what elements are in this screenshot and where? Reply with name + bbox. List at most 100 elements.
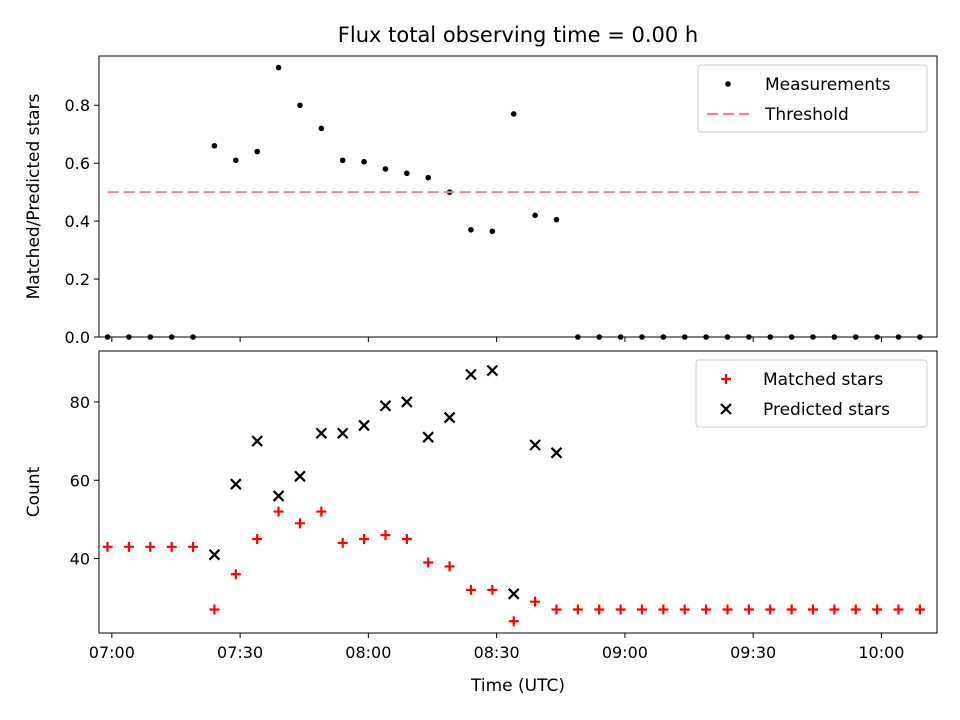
matched-star-point: [188, 541, 199, 552]
predicted-star-point: [336, 427, 349, 440]
predicted-star-point: [529, 439, 541, 451]
y-tick-label: 0.2: [65, 270, 90, 289]
measurement-point: [681, 334, 688, 340]
measurement-point: [297, 102, 303, 109]
y-tick-label: 0.0: [65, 328, 90, 347]
matched-star-point: [508, 616, 519, 627]
measurement-point: [767, 334, 774, 340]
predicted-star-point: [208, 548, 221, 561]
top-panel-ratio: 0.0 0.2 0.4 0.6 0.8 Matched/Predicted stars Me…: [24, 55, 938, 347]
matched-star-point: [123, 541, 134, 552]
measurement-point: [917, 334, 923, 340]
measurement-point: [874, 334, 880, 340]
matched-star-point: [658, 604, 669, 615]
matched-star-point: [337, 537, 348, 548]
y-tick-label: 80: [70, 393, 90, 412]
measurement-point: [639, 334, 645, 340]
measurement-point: [788, 334, 795, 340]
measurement-point: [831, 334, 838, 340]
x-tick-label: 07:00: [89, 643, 135, 662]
measurement-point: [425, 174, 432, 181]
legend-measurement-swatch: [725, 81, 731, 87]
predicted-star-point: [272, 490, 285, 502]
matched-star-point: [679, 604, 690, 615]
chart-title: Flux total observing time = 0.00 h: [338, 23, 698, 47]
y-axis-label: Matched/Predicted stars: [24, 93, 44, 299]
x-tick-label: 08:00: [345, 643, 391, 662]
y-tick-label: 0.6: [65, 154, 90, 173]
y-tick-label: 60: [70, 471, 90, 490]
matched-star-point: [615, 604, 626, 615]
measurement-point: [254, 148, 260, 155]
measurement-point: [190, 334, 196, 340]
matched-star-point: [230, 569, 241, 580]
legend-box: [697, 64, 928, 133]
measurement-point: [318, 125, 325, 132]
matched-star-point: [209, 604, 220, 615]
predicted-star-point: [422, 431, 434, 443]
x-axis-label: Time (UTC): [470, 676, 565, 696]
y-axis-label: Count: [24, 466, 44, 517]
matched-star-point: [572, 604, 583, 615]
matched-star-point: [359, 534, 370, 544]
y-tick-label: 0.4: [65, 212, 90, 231]
legend-label: Threshold: [764, 105, 849, 125]
predicted-star-point: [230, 478, 242, 490]
axes-frame: [98, 350, 938, 634]
predicted-star-point: [379, 400, 392, 412]
matched-star-point: [914, 604, 925, 615]
measurement-point: [126, 334, 132, 340]
legend-predicted-swatch: [720, 403, 732, 415]
matched-star-point: [273, 506, 284, 517]
legend: Matched stars Predicted stars: [695, 359, 928, 428]
predicted-star-point: [294, 470, 306, 483]
y-tick-label: 0.8: [65, 96, 90, 115]
matched-star-point: [850, 604, 861, 615]
measurement-point: [233, 157, 239, 164]
measurement-point: [852, 334, 859, 340]
measurement-point: [510, 111, 517, 117]
measurement-point: [361, 158, 367, 165]
x-tick-label: 09:00: [602, 643, 648, 662]
matched-star-point: [252, 534, 263, 544]
matched-star-point: [872, 604, 883, 615]
x-tick-label: 08:30: [474, 643, 520, 662]
measurement-point: [724, 334, 731, 340]
matched-star-point: [294, 518, 305, 529]
matched-star-point: [316, 506, 327, 517]
measurement-point: [468, 227, 474, 233]
measurement-point: [489, 228, 496, 235]
measurement-point: [660, 334, 667, 340]
matched-star-point: [380, 530, 391, 541]
predicted-star-point: [507, 588, 520, 600]
matched-star-point: [530, 596, 541, 607]
predicted-star-point: [465, 368, 477, 381]
matched-star-point: [722, 604, 733, 615]
measurement-point: [211, 143, 218, 149]
matched-star-point: [465, 584, 476, 595]
measurement-point: [382, 166, 389, 172]
matched-star-point: [765, 604, 776, 615]
matched-star-point: [594, 604, 605, 615]
matched-star-point: [444, 561, 455, 572]
matched-star-point: [743, 604, 754, 615]
measurement-point: [596, 334, 603, 340]
measurement-point: [575, 334, 581, 340]
legend-label: Measurements: [765, 75, 891, 95]
predicted-star-point: [550, 447, 563, 459]
measurement-point: [168, 334, 175, 340]
matched-star-point: [808, 604, 819, 615]
matched-star-point: [166, 541, 177, 552]
predicted-star-point: [251, 435, 263, 447]
matched-star-point: [636, 604, 647, 615]
measurement-point: [617, 334, 624, 340]
matched-star-point: [829, 604, 840, 615]
measurement-point: [339, 157, 346, 164]
predicted-star-point: [315, 427, 328, 440]
bottom-panel-counts: 40 60 80 07:00 07:30 08:00 08:30 09:00 09:30 10:0…: [24, 350, 938, 696]
matched-star-point: [701, 604, 712, 615]
measurement-point: [147, 334, 154, 340]
measurement-point: [532, 212, 538, 219]
predicted-star-point: [443, 411, 456, 424]
matched-star-point: [786, 604, 797, 615]
